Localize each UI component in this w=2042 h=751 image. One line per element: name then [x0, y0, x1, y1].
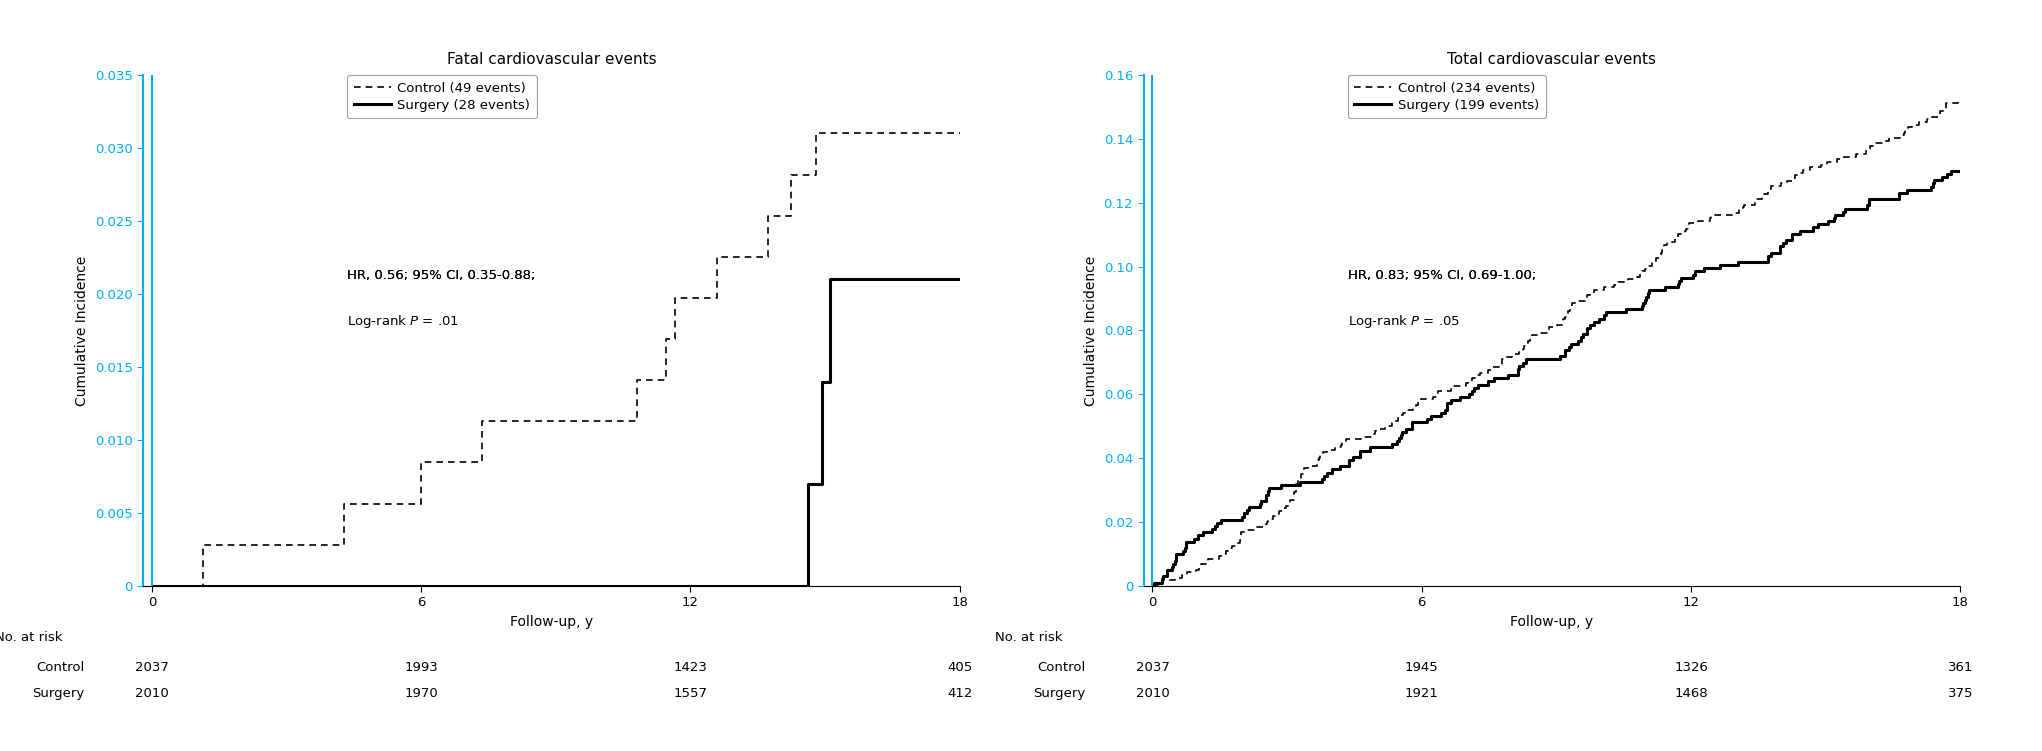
- Text: HR, 0.56; 95% CI, 0.35-0.88;: HR, 0.56; 95% CI, 0.35-0.88;: [347, 269, 535, 282]
- Legend: Control (49 events), Surgery (28 events): Control (49 events), Surgery (28 events): [347, 75, 537, 118]
- Line: Control (49 events): Control (49 events): [151, 134, 960, 586]
- Text: 2010: 2010: [1135, 687, 1170, 700]
- Text: HR, 0.56; 95% CI, 0.35-0.88;: HR, 0.56; 95% CI, 0.35-0.88;: [347, 269, 535, 282]
- Surgery (28 events): [796, 479, 821, 488]
- Control (49 events): [947, 129, 972, 138]
- Surgery (28 events): [139, 581, 163, 590]
- Text: 405: 405: [947, 661, 972, 674]
- Y-axis label: Cumulative Incidence: Cumulative Incidence: [76, 255, 90, 406]
- Text: 2010: 2010: [135, 687, 169, 700]
- Text: Control: Control: [37, 661, 84, 674]
- Text: Log-rank $\it{P}$ = .05: Log-rank $\it{P}$ = .05: [1348, 312, 1460, 330]
- Text: 1326: 1326: [1674, 661, 1707, 674]
- Control (49 events): [625, 376, 649, 385]
- X-axis label: Follow-up, y: Follow-up, y: [1511, 615, 1593, 629]
- Surgery (199 events): [1286, 478, 1311, 487]
- Text: 375: 375: [1948, 687, 1973, 700]
- Text: 1993: 1993: [404, 661, 439, 674]
- Title: Total cardiovascular events: Total cardiovascular events: [1448, 52, 1656, 67]
- Text: 1557: 1557: [674, 687, 707, 700]
- Text: 2037: 2037: [1135, 661, 1170, 674]
- Text: 1945: 1945: [1405, 661, 1440, 674]
- Control (234 events): [1382, 416, 1407, 425]
- Text: 1921: 1921: [1405, 687, 1440, 700]
- Control (234 events): [1421, 392, 1446, 401]
- Text: Log-rank $\it{P}$ = .01: Log-rank $\it{P}$ = .01: [347, 312, 459, 330]
- Text: No. at risk: No. at risk: [0, 631, 63, 644]
- Text: 1970: 1970: [404, 687, 439, 700]
- Control (49 events): [704, 252, 729, 261]
- Surgery (28 events): [819, 275, 843, 284]
- Text: No. at risk: No. at risk: [994, 631, 1064, 644]
- Text: 412: 412: [947, 687, 972, 700]
- Control (234 events): [1928, 107, 1952, 116]
- Surgery (28 events): [811, 377, 835, 386]
- Text: Surgery: Surgery: [1033, 687, 1084, 700]
- Surgery (28 events): [947, 275, 972, 284]
- Title: Fatal cardiovascular events: Fatal cardiovascular events: [447, 52, 655, 67]
- Text: HR, 0.83; 95% CI, 0.69-1.00;: HR, 0.83; 95% CI, 0.69-1.00;: [1348, 269, 1536, 282]
- Surgery (199 events): [1399, 421, 1423, 430]
- Control (234 events): [1150, 576, 1174, 585]
- Control (49 events): [653, 334, 678, 343]
- Text: 361: 361: [1948, 661, 1973, 674]
- Surgery (199 events): [1887, 189, 1911, 198]
- Y-axis label: Cumulative Incidence: Cumulative Incidence: [1084, 255, 1099, 406]
- Control (49 events): [190, 540, 214, 549]
- Text: HR, 0.83; 95% CI, 0.69-1.00;: HR, 0.83; 95% CI, 0.69-1.00;: [1348, 269, 1536, 282]
- Control (234 events): [1934, 101, 1958, 110]
- Control (49 events): [778, 170, 803, 179]
- Line: Surgery (28 events): Surgery (28 events): [151, 279, 960, 586]
- Surgery (199 events): [1887, 192, 1911, 201]
- Control (49 events): [331, 499, 355, 508]
- Line: Surgery (199 events): Surgery (199 events): [1152, 171, 1960, 586]
- Text: Surgery: Surgery: [33, 687, 84, 700]
- Line: Control (234 events): Control (234 events): [1152, 101, 1960, 586]
- Control (49 events): [756, 211, 780, 220]
- Surgery (199 events): [1139, 581, 1164, 590]
- Text: 1468: 1468: [1674, 687, 1707, 700]
- Text: 2037: 2037: [135, 661, 169, 674]
- Control (234 events): [1139, 581, 1164, 590]
- X-axis label: Follow-up, y: Follow-up, y: [510, 615, 592, 629]
- Surgery (199 events): [1160, 559, 1184, 569]
- Text: 1423: 1423: [674, 661, 707, 674]
- Control (49 events): [408, 458, 433, 467]
- Control (49 events): [470, 417, 494, 426]
- Legend: Control (234 events), Surgery (199 events): Control (234 events), Surgery (199 event…: [1348, 75, 1546, 118]
- Control (234 events): [1489, 357, 1513, 366]
- Control (49 events): [805, 129, 829, 138]
- Control (49 events): [139, 581, 163, 590]
- Surgery (199 events): [1940, 167, 1964, 176]
- Control (49 events): [662, 294, 686, 303]
- Surgery (199 events): [1254, 490, 1278, 499]
- Control (234 events): [1948, 96, 1973, 105]
- Surgery (199 events): [1948, 167, 1973, 176]
- Text: Control: Control: [1037, 661, 1084, 674]
- Control (234 events): [1946, 96, 1971, 105]
